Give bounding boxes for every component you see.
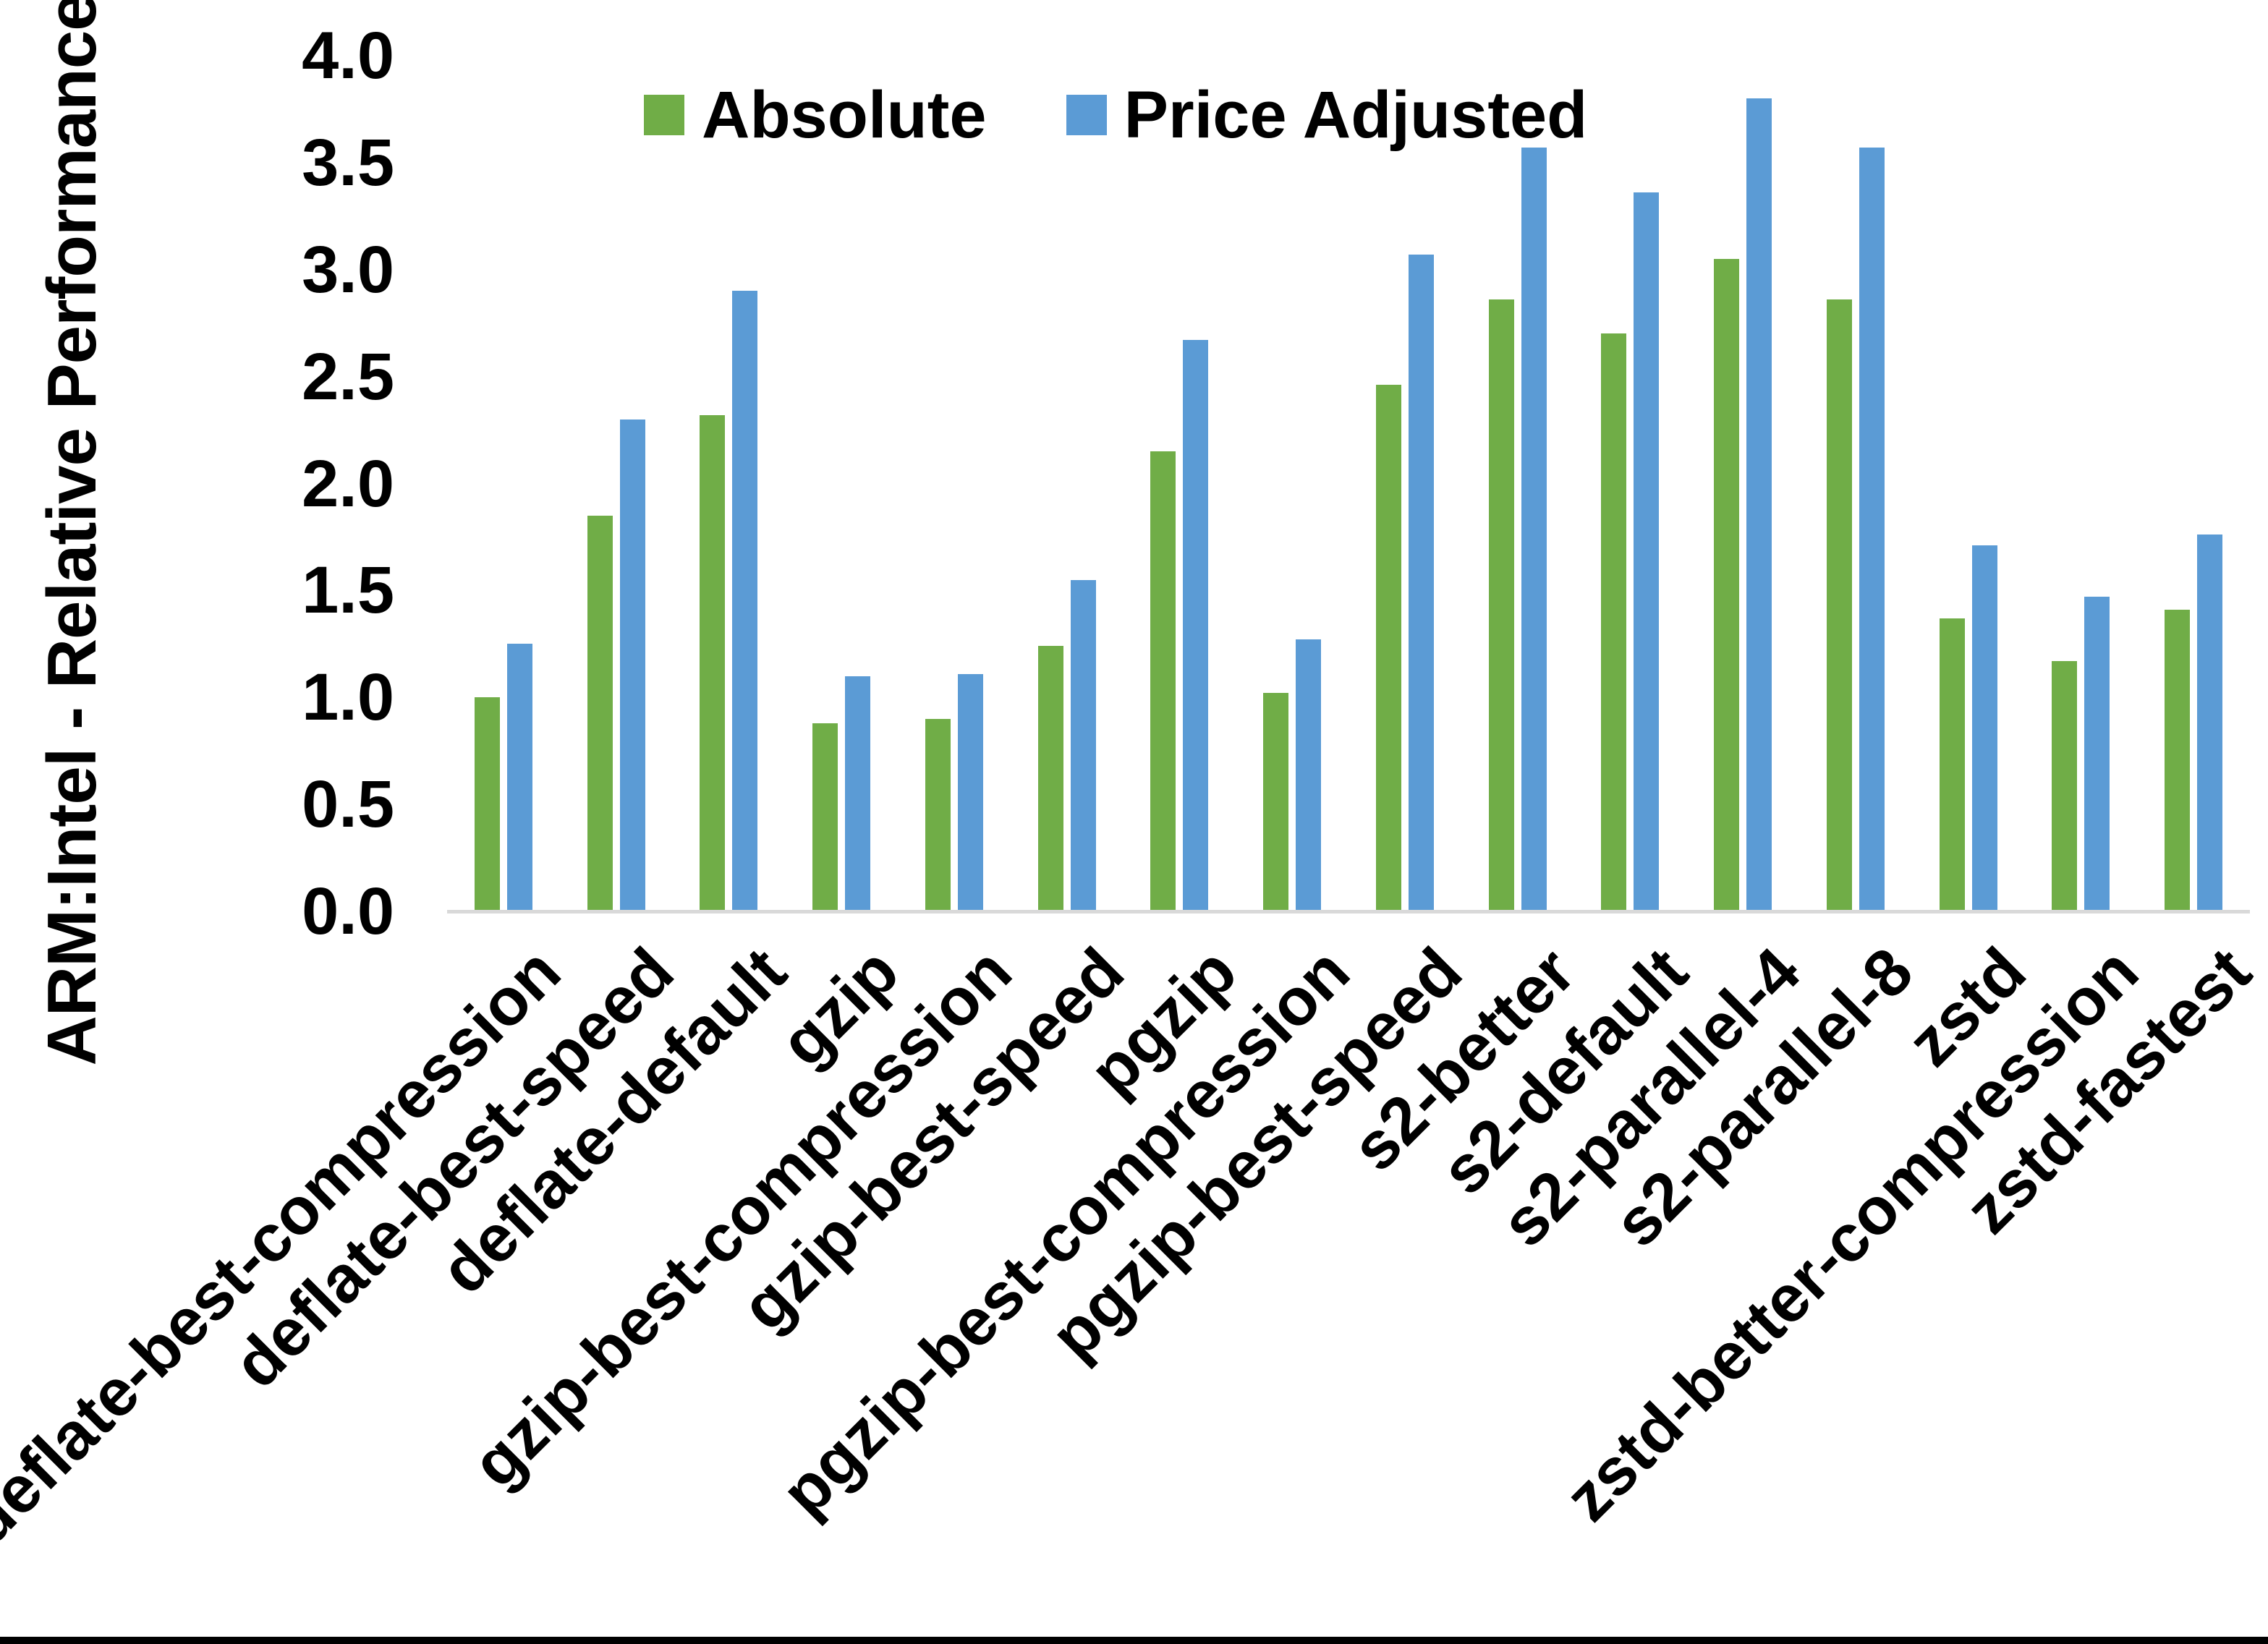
bar-price-adjusted-pgzip (1183, 340, 1208, 911)
bar-absolute-s2-parallel-8 (1827, 299, 1852, 911)
bar-absolute-gzip-best-speed (1038, 646, 1063, 911)
y-tick-label-2.0: 2.0 (302, 446, 394, 521)
bar-price-adjusted-deflate-best-speed (620, 419, 645, 911)
bar-absolute-zstd-fastest (2165, 610, 2190, 911)
bar-absolute-pgzip-best-compression (1263, 693, 1288, 911)
y-tick-label-3.5: 3.5 (302, 125, 394, 200)
bar-absolute-gzip-best-compression (925, 719, 951, 911)
y-tick-label-2.5: 2.5 (302, 339, 394, 414)
y-tick-label-4.0: 4.0 (302, 19, 394, 93)
legend-label-price-adjusted: Price Adjusted (1124, 77, 1588, 152)
bar-price-adjusted-deflate-default (732, 291, 757, 911)
bar-absolute-zstd-better-compression (2052, 661, 2077, 911)
bar-price-adjusted-gzip (845, 676, 870, 911)
bar-price-adjusted-zstd-fastest (2197, 534, 2222, 911)
bar-price-adjusted-deflate-best-compression (507, 644, 532, 911)
legend: Absolute Price Adjusted (644, 74, 1587, 156)
legend-label-absolute: Absolute (702, 77, 987, 152)
bar-absolute-deflate-default (700, 415, 725, 911)
y-tick-label-1.0: 1.0 (302, 660, 394, 735)
x-axis-line (447, 910, 2250, 913)
legend-item-price-adjusted: Price Adjusted (1066, 77, 1588, 153)
bar-price-adjusted-pgzip-best-compression (1296, 639, 1321, 911)
y-tick-label-1.5: 1.5 (302, 553, 394, 628)
bar-absolute-pgzip-best-speed (1376, 385, 1401, 911)
bar-absolute-s2-parallel-4 (1714, 259, 1739, 911)
legend-item-absolute: Absolute (644, 77, 987, 153)
bottom-border (0, 1637, 2268, 1644)
legend-swatch-price-adjusted (1066, 95, 1107, 135)
bar-absolute-deflate-best-compression (475, 697, 500, 911)
bar-absolute-gzip (812, 723, 838, 911)
bar-price-adjusted-s2-default (1634, 192, 1659, 911)
bar-absolute-zstd (1940, 618, 1965, 911)
y-tick-label-0.0: 0.0 (302, 874, 394, 948)
legend-swatch-absolute (644, 95, 684, 135)
bar-absolute-s2-better (1489, 299, 1514, 911)
bar-price-adjusted-s2-better (1521, 148, 1547, 911)
bar-price-adjusted-pgzip-best-speed (1409, 255, 1434, 911)
bar-absolute-pgzip (1150, 451, 1176, 911)
bar-price-adjusted-s2-parallel-8 (1859, 148, 1885, 911)
y-tick-label-0.5: 0.5 (302, 767, 394, 842)
bar-price-adjusted-gzip-best-compression (958, 674, 983, 911)
bar-price-adjusted-s2-parallel-4 (1746, 98, 1772, 911)
y-tick-label-3.0: 3.0 (302, 232, 394, 307)
bar-price-adjusted-gzip-best-speed (1071, 580, 1096, 911)
bar-price-adjusted-zstd-better-compression (2084, 597, 2110, 911)
bar-price-adjusted-zstd (1972, 545, 1997, 911)
bar-absolute-deflate-best-speed (587, 516, 613, 911)
bar-absolute-s2-default (1601, 333, 1626, 911)
